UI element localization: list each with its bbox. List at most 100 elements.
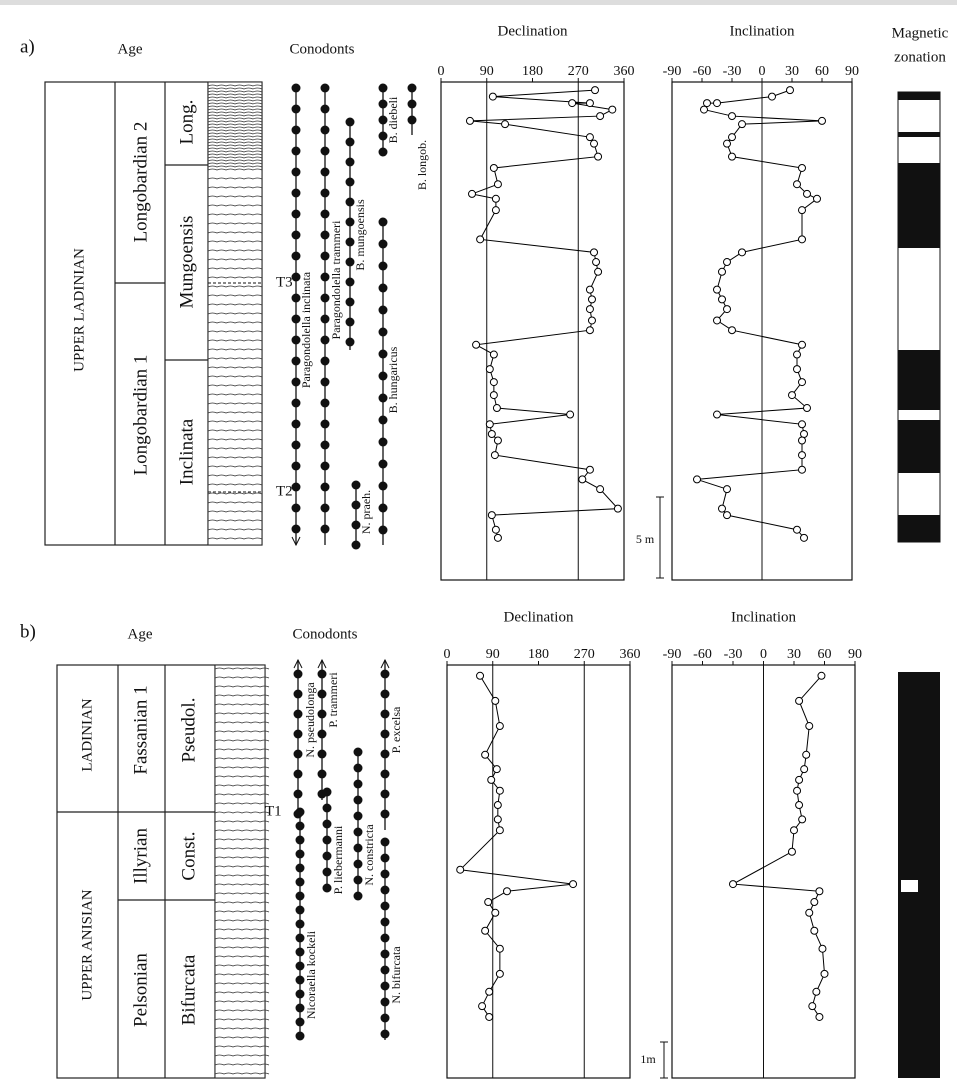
range-dot — [352, 541, 361, 550]
figure: a) Age Conodonts b) Age Conodonts Magnet… — [0, 0, 957, 1085]
x-tick-label: 0 — [759, 64, 766, 79]
rotated-label: Fassanian 1 — [130, 685, 151, 774]
range-dot — [292, 462, 301, 471]
data-point — [496, 787, 503, 794]
range-dot — [379, 84, 388, 93]
range-dot — [321, 105, 330, 114]
x-tick-label: 30 — [785, 64, 799, 79]
range-dot — [296, 920, 305, 929]
x-tick-label: 60 — [818, 647, 832, 662]
data-point — [503, 888, 510, 895]
magnetic-zonation — [898, 92, 940, 1078]
range-dot — [379, 306, 388, 315]
data-point — [597, 113, 604, 120]
range-dot — [321, 420, 330, 429]
chart-title: Declination — [504, 609, 574, 625]
data-line — [460, 676, 573, 1017]
range-dot — [381, 810, 390, 819]
rotated-label: Const. — [178, 831, 199, 880]
data-point — [804, 190, 811, 197]
rotated-label: B. longob. — [415, 140, 429, 190]
range-dot — [381, 770, 390, 779]
rotated-label: Paragondolella trammeri — [329, 220, 343, 340]
data-point — [729, 134, 736, 141]
data-point — [490, 164, 497, 171]
range-dot — [296, 808, 305, 817]
range-dot — [346, 118, 355, 127]
data-point — [485, 899, 492, 906]
data-point — [799, 816, 806, 823]
data-point — [714, 286, 721, 293]
data-point — [819, 117, 826, 124]
top-edge — [0, 0, 957, 5]
range-dot — [294, 770, 303, 779]
chart-title: Inclination — [730, 23, 795, 39]
data-point — [614, 505, 621, 512]
chart-title: Declination — [498, 23, 568, 39]
range-dot — [354, 764, 363, 773]
data-point — [724, 140, 731, 147]
data-point — [494, 534, 501, 541]
x-tick-label: -90 — [663, 647, 682, 662]
data-point — [486, 988, 493, 995]
data-point — [496, 945, 503, 952]
rotated-label: P. liebermanni — [331, 825, 345, 894]
range-dot — [381, 670, 390, 679]
data-point — [788, 848, 795, 855]
range-dot — [321, 399, 330, 408]
range-dot — [408, 84, 417, 93]
range-dot — [321, 147, 330, 156]
data-point — [791, 827, 798, 834]
range-dot — [354, 796, 363, 805]
chart-title: Inclination — [731, 609, 796, 625]
data-point — [796, 802, 803, 809]
x-tick-label: 90 — [486, 647, 500, 662]
range-dot — [292, 84, 301, 93]
data-point — [591, 249, 598, 256]
data-point — [486, 366, 493, 373]
data-point — [821, 970, 828, 977]
range-dot — [346, 278, 355, 287]
data-point — [488, 512, 495, 519]
range-dot — [292, 231, 301, 240]
data-point — [801, 431, 808, 438]
range-dot — [321, 189, 330, 198]
data-point — [469, 190, 476, 197]
panel-label: a) — [20, 36, 35, 57]
rotated-label: N. bifurcata — [389, 946, 403, 1004]
range-dot — [379, 218, 388, 227]
data-point — [593, 259, 600, 266]
data-point — [819, 945, 826, 952]
data-point — [494, 802, 501, 809]
rotated-label: LADINIAN — [79, 698, 95, 771]
range-dot — [321, 378, 330, 387]
range-dot — [318, 730, 327, 739]
range-dot — [379, 482, 388, 491]
data-point — [809, 1003, 816, 1010]
data-point — [488, 776, 495, 783]
x-tick-label: 90 — [845, 64, 859, 79]
data-point — [586, 134, 593, 141]
data-point — [813, 988, 820, 995]
zonation-header: zonation — [894, 49, 946, 65]
data-point — [799, 437, 806, 444]
range-dot — [379, 240, 388, 249]
range-dot — [379, 460, 388, 469]
data-point — [806, 909, 813, 916]
range-dot — [379, 416, 388, 425]
data-point — [496, 827, 503, 834]
x-tick-label: 0 — [760, 647, 767, 662]
data-point — [729, 113, 736, 120]
range-dot — [379, 504, 388, 513]
scale-label: 1m — [640, 1052, 656, 1066]
data-point — [492, 697, 499, 704]
rotated-label: UPPER ANISIAN — [79, 889, 95, 1000]
range-dot — [381, 838, 390, 847]
rotated-label: Long. — [176, 100, 197, 145]
data-point — [491, 452, 498, 459]
range-dot — [296, 878, 305, 887]
range-dot — [379, 262, 388, 271]
data-point — [489, 93, 496, 100]
data-point — [595, 153, 602, 160]
range-dot — [408, 116, 417, 125]
